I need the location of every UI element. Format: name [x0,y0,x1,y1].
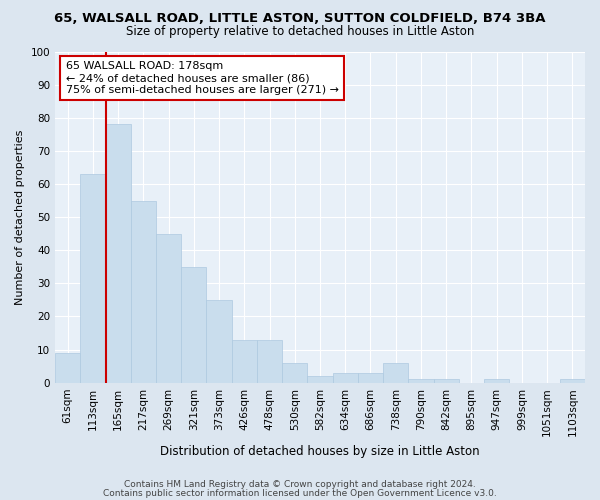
Bar [307,376,332,382]
Bar [434,380,459,382]
Bar [55,353,80,382]
Bar [106,124,131,382]
Text: Size of property relative to detached houses in Little Aston: Size of property relative to detached ho… [126,25,474,38]
Bar [409,380,434,382]
Bar [156,234,181,382]
Text: 65, WALSALL ROAD, LITTLE ASTON, SUTTON COLDFIELD, B74 3BA: 65, WALSALL ROAD, LITTLE ASTON, SUTTON C… [54,12,546,26]
Bar [358,372,383,382]
X-axis label: Distribution of detached houses by size in Little Aston: Distribution of detached houses by size … [160,444,480,458]
Bar [383,363,409,382]
Bar [560,380,585,382]
Text: 65 WALSALL ROAD: 178sqm
← 24% of detached houses are smaller (86)
75% of semi-de: 65 WALSALL ROAD: 178sqm ← 24% of detache… [65,62,338,94]
Bar [484,380,509,382]
Text: Contains HM Land Registry data © Crown copyright and database right 2024.: Contains HM Land Registry data © Crown c… [124,480,476,489]
Bar [181,267,206,382]
Bar [131,200,156,382]
Bar [257,340,282,382]
Bar [232,340,257,382]
Bar [332,372,358,382]
Bar [282,363,307,382]
Bar [80,174,106,382]
Y-axis label: Number of detached properties: Number of detached properties [15,130,25,305]
Text: Contains public sector information licensed under the Open Government Licence v3: Contains public sector information licen… [103,488,497,498]
Bar [206,300,232,382]
